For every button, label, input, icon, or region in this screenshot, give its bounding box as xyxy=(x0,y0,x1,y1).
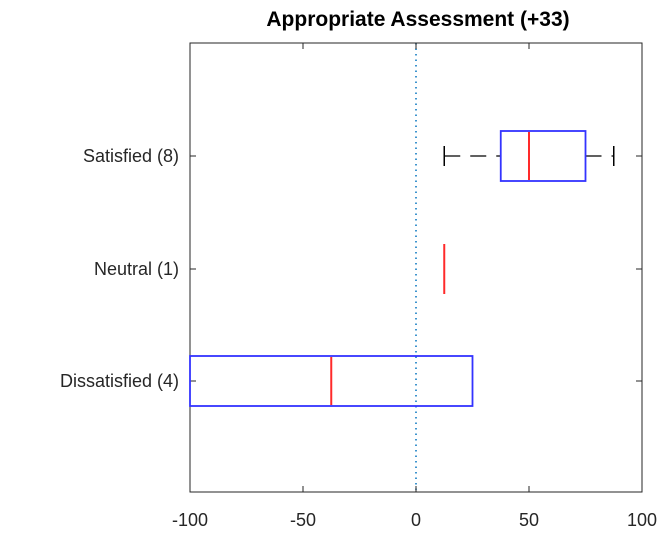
box xyxy=(189,355,474,407)
x-tick-label: 100 xyxy=(627,510,657,530)
chart-title: Appropriate Assessment (+33) xyxy=(266,8,569,31)
x-tick-label: 0 xyxy=(411,510,421,530)
category-label: Satisfied (8) xyxy=(83,146,179,166)
category-label: Dissatisfied (4) xyxy=(60,371,179,391)
plot-area: -100 -50 0 50 100 Satisfied (8) Neutral (1) Dis… xyxy=(60,42,657,530)
x-tick-label: -50 xyxy=(290,510,316,530)
box xyxy=(499,130,587,182)
x-tick-label: -100 xyxy=(172,510,208,530)
category-label: Neutral (1) xyxy=(94,259,179,279)
x-tick-label: 50 xyxy=(519,510,539,530)
